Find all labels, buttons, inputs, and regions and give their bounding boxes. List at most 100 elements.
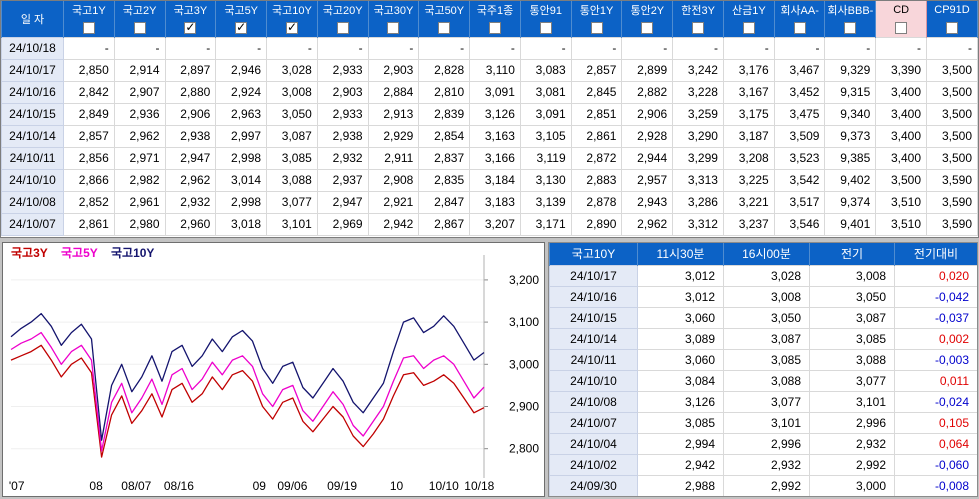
yield-value-cell: 3,228 [672, 80, 724, 104]
yield-value-cell: 9,373 [824, 124, 877, 148]
series-checkbox-3[interactable] [235, 20, 248, 34]
detail-value-cell: 3,087 [809, 306, 895, 329]
yield-value-cell: 2,998 [215, 190, 268, 214]
yield-table-row: 24/10/17 2,850 2,914 2,897 2,946 3,028 2,933 2,… [1, 58, 978, 82]
yield-value-cell: 3,221 [722, 190, 775, 214]
legend-item-0: 국고3Y [11, 246, 48, 260]
yield-value-cell: 9,401 [824, 212, 877, 236]
svg-text:10/10: 10/10 [429, 479, 459, 493]
yield-table-row: 24/10/10 2,866 2,982 2,962 3,014 3,088 2,937 2,… [1, 168, 978, 192]
yield-value-cell: 3,105 [519, 124, 572, 148]
yield-value-cell: 2,928 [621, 124, 674, 148]
detail-row: 24/09/30 2,988 2,992 3,000 -0,008 [549, 474, 977, 496]
yield-value-cell: 2,963 [215, 102, 268, 126]
column-header-15: 회사BBB- [824, 1, 877, 19]
intraday-detail-table-body: 24/10/17 3,012 3,028 3,008 0,020 24/10/16 3,01… [549, 264, 977, 496]
series-checkbox-14[interactable] [793, 21, 806, 34]
svg-text:3,000: 3,000 [509, 357, 539, 371]
detail-date-cell: 24/10/16 [549, 285, 638, 308]
yield-value-cell: 2,883 [570, 168, 623, 192]
yield-value-cell: 3,286 [672, 190, 724, 214]
detail-row: 24/10/14 3,089 3,087 3,085 0,002 [549, 327, 977, 350]
detail-value-cell: 3,060 [637, 306, 724, 329]
yield-value-cell: 2,938 [164, 124, 217, 148]
yield-value-cell: 2,903 [316, 80, 369, 104]
yield-value-cell: 2,960 [164, 212, 217, 236]
svg-text:09: 09 [253, 479, 267, 493]
series-checkbox-12[interactable] [692, 21, 705, 34]
yield-value-cell: 3,167 [722, 80, 775, 104]
column-header-16: CD [875, 1, 928, 19]
detail-value-cell: 3,008 [809, 264, 895, 287]
column-checkbox-cell-3 [215, 19, 268, 37]
detail-column-header-4: 전기대비 [894, 243, 977, 265]
yield-value-cell: 2,845 [570, 80, 623, 104]
series-checkbox-7[interactable] [438, 21, 451, 34]
yield-value-cell: 3,077 [266, 190, 318, 214]
series-checkbox-16[interactable] [895, 21, 908, 34]
detail-column-header-3: 전기 [809, 243, 895, 265]
yield-value-cell: 3,590 [926, 168, 978, 192]
detail-value-cell: 2,942 [637, 453, 724, 476]
series-checkbox-0[interactable] [82, 21, 95, 34]
detail-date-cell: 24/10/10 [549, 369, 638, 392]
column-checkbox-cell-2 [164, 19, 217, 37]
yield-value-cell: 3,313 [672, 168, 724, 192]
svg-text:2,800: 2,800 [509, 442, 539, 456]
column-header-14: 회사AA- [773, 1, 826, 19]
detail-date-cell: 24/10/15 [549, 306, 638, 329]
yield-value-cell: 2,906 [164, 102, 217, 126]
daily-yield-table: 일 자 국고1Y 국고2Y 국고3Y 국고5Y 국고10Y 국고20Y 국고30Y 국고50Y 국… [1, 1, 978, 236]
date-cell: 24/10/15 [1, 102, 64, 126]
series-checkbox-9[interactable] [539, 21, 552, 34]
yield-value-cell: 2,924 [215, 80, 268, 104]
detail-change-cell: -0,024 [894, 390, 977, 413]
yield-value-cell: 9,315 [824, 80, 877, 104]
detail-value-cell: 3,028 [723, 264, 810, 287]
detail-row: 24/10/17 3,012 3,028 3,008 0,020 [549, 264, 977, 287]
column-header-5: 국고20Y [316, 1, 369, 19]
detail-row: 24/10/15 3,060 3,050 3,087 -0,037 [549, 306, 977, 329]
intraday-detail-table: 국고10Y 11시30분 16시00분 전기 전기대비 24/10/17 3,012 3,0… [549, 243, 977, 496]
series-checkbox-1[interactable] [133, 21, 146, 34]
detail-change-cell: -0,003 [894, 348, 977, 371]
yield-value-cell: 2,854 [418, 124, 471, 148]
yield-value-cell: 2,947 [316, 190, 369, 214]
series-checkbox-4[interactable] [285, 20, 298, 34]
detail-row: 24/10/11 3,060 3,085 3,088 -0,003 [549, 348, 977, 371]
detail-value-cell: 3,101 [723, 411, 810, 434]
column-header-4: 국고10Y [266, 1, 318, 19]
series-checkbox-17[interactable] [946, 21, 958, 34]
daily-yield-table-head: 일 자 국고1Y 국고2Y 국고3Y 국고5Y 국고10Y 국고20Y 국고30Y 국고50Y 국… [1, 1, 978, 37]
series-checkbox-6[interactable] [387, 21, 400, 34]
yield-value-cell: 2,849 [63, 102, 115, 126]
series-checkbox-13[interactable] [742, 21, 755, 34]
detail-value-cell: 3,089 [637, 327, 724, 350]
yield-chart-svg: 2,800 2,900 3,000 3,100 3,200 '07 08 08/07 08/16… [9, 246, 539, 493]
column-header-11: 통안2Y [621, 1, 674, 19]
yield-value-cell: 3,126 [469, 102, 521, 126]
series-checkbox-8[interactable] [489, 21, 501, 34]
yield-value-cell: 3,400 [875, 124, 928, 148]
yield-value-cell: 2,903 [367, 58, 420, 82]
yield-value-cell: - [773, 36, 826, 60]
series-checkbox-11[interactable] [641, 21, 654, 34]
series-checkbox-10[interactable] [590, 21, 603, 34]
column-checkbox-cell-9 [519, 19, 572, 37]
yield-value-cell: 3,523 [773, 146, 826, 170]
yield-value-cell: 2,906 [621, 102, 674, 126]
series-checkbox-15[interactable] [844, 21, 857, 34]
yield-value-cell: 3,208 [722, 146, 775, 170]
svg-text:09/06: 09/06 [277, 479, 307, 493]
detail-date-cell: 24/10/14 [549, 327, 638, 350]
yield-value-cell: 3,475 [773, 102, 826, 126]
yield-value-cell: 2,861 [570, 124, 623, 148]
yield-value-cell: 2,971 [113, 146, 166, 170]
yield-table-row: 24/10/15 2,849 2,936 2,906 2,963 3,050 2,933 2,… [1, 102, 978, 126]
yield-value-cell: 3,139 [519, 190, 572, 214]
series-checkbox-5[interactable] [336, 21, 349, 34]
series-checkbox-2[interactable] [184, 20, 197, 34]
date-cell: 24/10/16 [1, 80, 64, 104]
yield-value-cell: 3,500 [926, 80, 978, 104]
